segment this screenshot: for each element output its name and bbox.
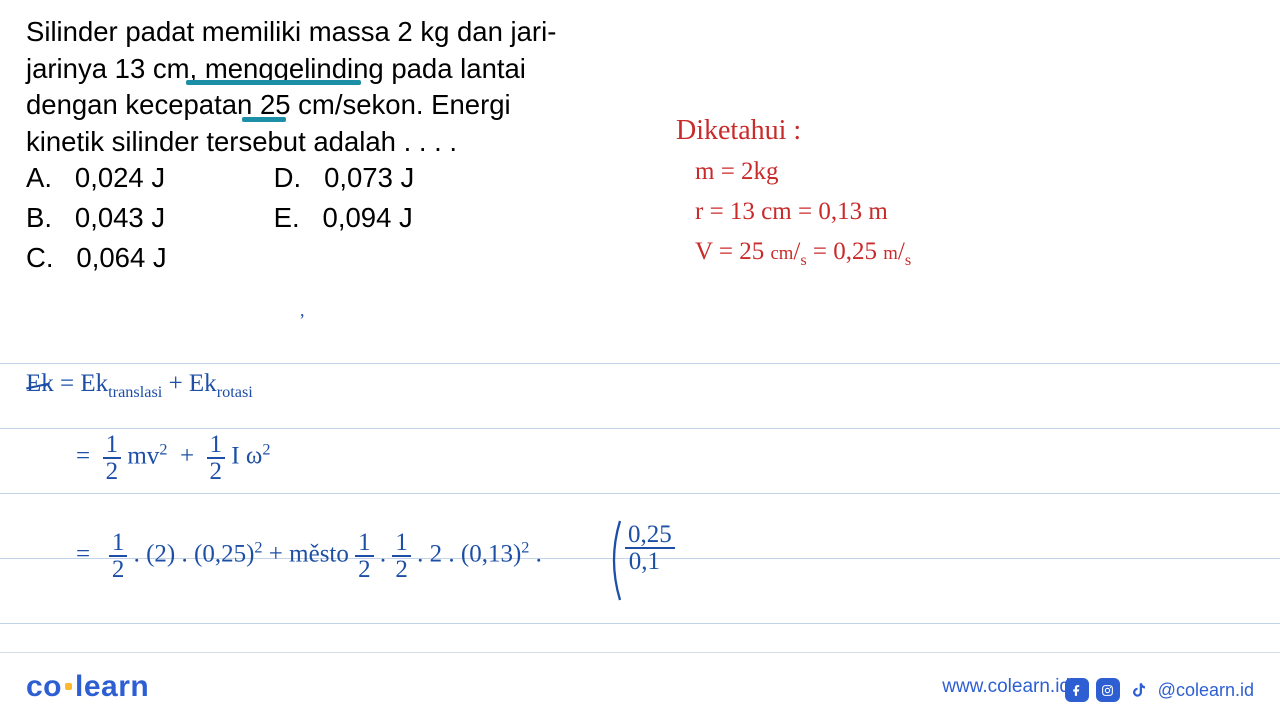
work-line-1: Ek = Ektranslasi + Ekrotasi	[26, 370, 253, 402]
website-link[interactable]: www.colearn.id	[942, 676, 1070, 698]
option-b: B. 0,043 J	[26, 202, 266, 234]
end-fraction: 0,25 0,1	[625, 522, 675, 574]
work-line-3: = 12 . (2) . (0,25)2 + město 12 . 12 . 2…	[76, 530, 542, 582]
option-d: D. 0,073 J	[274, 162, 415, 194]
given-velocity: V = 25 cm/s = 0,25 m/s	[695, 238, 911, 270]
underline-25	[242, 117, 286, 122]
ruled-line	[0, 363, 1280, 364]
option-c: C. 0,064 J	[26, 242, 266, 274]
ruled-line	[0, 428, 1280, 429]
social-icons: @colearn.id	[1065, 678, 1254, 702]
social-handle[interactable]: @colearn.id	[1158, 680, 1254, 701]
given-heading: Diketahui :	[676, 115, 801, 147]
option-e: E. 0,094 J	[274, 202, 413, 234]
underline-menggelinding	[186, 80, 361, 85]
ruled-line	[0, 493, 1280, 494]
work-line-2: = 12 mv2 + 12 I ω2	[76, 432, 270, 484]
option-a: A. 0,024 J	[26, 162, 266, 194]
facebook-icon[interactable]	[1065, 678, 1089, 702]
big-open-paren	[605, 518, 625, 603]
brand-logo: colearn	[26, 670, 149, 704]
footer: colearn www.colearn.id @colearn.id	[0, 652, 1280, 720]
given-mass: m = 2kg	[695, 158, 779, 186]
stray-mark: ,	[300, 300, 305, 321]
answer-options: A. 0,024 J D. 0,073 J B. 0,043 J E. 0,09…	[26, 162, 414, 282]
ruled-line	[0, 623, 1280, 624]
instagram-icon[interactable]	[1096, 678, 1120, 702]
tiktok-icon[interactable]	[1127, 678, 1151, 702]
given-radius: r = 13 cm = 0,13 m	[695, 198, 888, 226]
question-text: Silinder padat memiliki massa 2 kg dan j…	[26, 14, 581, 160]
